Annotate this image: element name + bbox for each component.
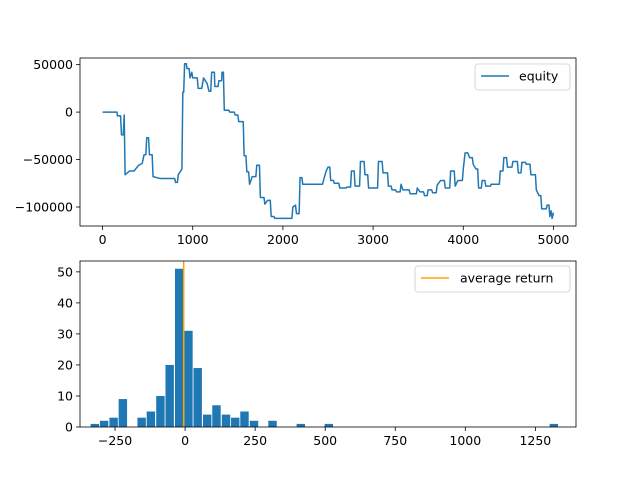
histogram-x-tick-label: 1250 xyxy=(519,433,551,448)
histogram-bar xyxy=(212,405,221,427)
equity-x-tick-label: 4000 xyxy=(447,232,479,247)
histogram-bar xyxy=(296,423,306,427)
histogram-bar xyxy=(137,417,146,427)
histogram-bar xyxy=(203,414,212,427)
histogram-axes-frame xyxy=(79,260,577,428)
histogram-x-tick-label: 750 xyxy=(383,433,407,448)
equity-x-tick-label: 5000 xyxy=(538,232,570,247)
histogram-bar xyxy=(90,423,100,427)
equity-y-tick-label: 0 xyxy=(65,105,73,120)
histogram-bar xyxy=(184,330,193,427)
histogram-axes: −250 0 250 500 750 1000 1250 0 10 20 30 40 50 averag… xyxy=(57,260,577,448)
histogram-bar xyxy=(231,417,240,427)
equity-x-tick-label: 2000 xyxy=(267,232,299,247)
histogram-bar xyxy=(165,364,174,427)
histogram-y-tick-label: 50 xyxy=(57,264,73,279)
histogram-x-tick-label: 1000 xyxy=(449,433,481,448)
equity-y-tick-label: −50000 xyxy=(23,152,73,167)
histogram-bar xyxy=(156,395,165,427)
histogram-legend-box xyxy=(414,265,571,293)
histogram-bar xyxy=(193,368,202,427)
histogram-bar xyxy=(109,417,118,427)
histogram-bar xyxy=(549,423,559,427)
equity-y-tick-label: 50000 xyxy=(33,57,73,72)
histogram-bar xyxy=(221,414,231,427)
equity-y-tick-label: −100000 xyxy=(15,200,73,215)
equity-x-tick-label: 0 xyxy=(99,232,107,247)
equity-legend-box xyxy=(474,63,571,91)
equity-legend-label: equity xyxy=(519,69,559,84)
histogram-bars xyxy=(90,268,559,427)
histogram-y-tick-label: 20 xyxy=(57,357,73,372)
histogram-bar xyxy=(240,411,249,427)
histogram-y-tick-label: 40 xyxy=(57,295,73,310)
equity-series-line xyxy=(102,62,555,220)
equity-x-tick-label: 1000 xyxy=(177,232,209,247)
histogram-ticks: −250 0 250 500 750 1000 1250 0 10 20 30 40 50 xyxy=(57,264,551,448)
equity-axes: 0 1000 2000 3000 4000 5000 50000 0 −50000 −100000… xyxy=(15,57,577,247)
histogram-bar xyxy=(174,268,184,427)
histogram-x-tick-label: 500 xyxy=(313,433,337,448)
histogram-bar xyxy=(146,411,156,427)
histogram-bar xyxy=(249,420,259,427)
equity-legend: equity xyxy=(474,63,571,91)
equity-x-tick-label: 3000 xyxy=(357,232,389,247)
histogram-legend-label: average return xyxy=(460,271,553,286)
histogram-x-tick-label: 0 xyxy=(181,433,189,448)
histogram-legend: average return xyxy=(414,265,571,293)
equity-axes-frame xyxy=(79,57,577,227)
histogram-y-tick-label: 0 xyxy=(65,420,73,435)
equity-ticks: 0 1000 2000 3000 4000 5000 50000 0 −50000 −100000 xyxy=(15,57,570,247)
histogram-y-tick-label: 30 xyxy=(57,326,73,341)
histogram-bar xyxy=(99,420,109,427)
histogram-y-tick-label: 10 xyxy=(57,388,73,403)
histogram-bar xyxy=(118,399,128,427)
histogram-x-tick-label: −250 xyxy=(98,433,132,448)
histogram-bar xyxy=(268,420,277,427)
histogram-bar xyxy=(324,423,334,427)
histogram-x-tick-label: 250 xyxy=(243,433,267,448)
